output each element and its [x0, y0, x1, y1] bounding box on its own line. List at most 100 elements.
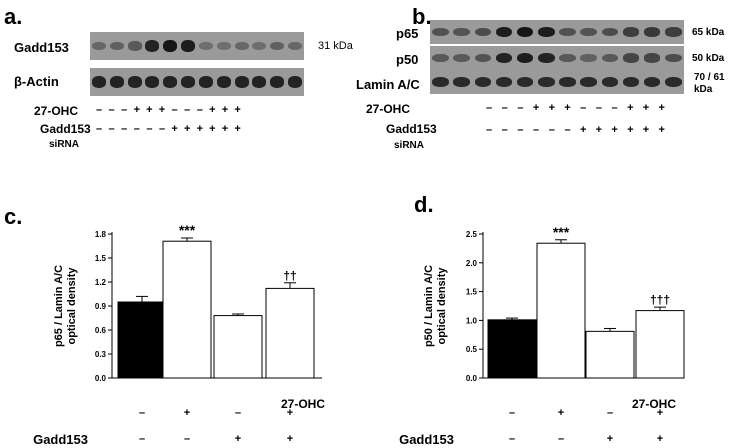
- condition-sign: +: [627, 102, 634, 114]
- condition-sign: +: [657, 433, 663, 445]
- significance-marker: †††: [650, 293, 670, 307]
- blot-band: [453, 76, 470, 87]
- condition-sign: +: [234, 123, 241, 135]
- blot-band: [559, 27, 576, 37]
- y-axis-label: p50 / Lamin A/C: [423, 265, 435, 347]
- condition-sign: +: [158, 104, 166, 116]
- blot-band: [181, 40, 196, 52]
- blot-b-row2-size: 50 kDa: [692, 53, 725, 64]
- condition-sign: –: [108, 123, 115, 135]
- y-tick-label: 0.6: [95, 326, 107, 335]
- blot-band: [91, 76, 106, 88]
- blot-band: [288, 76, 303, 88]
- blot-a-row2-label: β-Actin: [14, 74, 59, 89]
- blot-band: [181, 76, 196, 88]
- blot-band: [622, 76, 640, 87]
- y-tick-label: 1.2: [95, 278, 107, 287]
- condition-sign: +: [234, 104, 241, 116]
- y-tick-label: 1.5: [95, 254, 107, 263]
- condition-sign: +: [235, 433, 241, 445]
- blot-band: [643, 53, 661, 63]
- condition-sign: +: [221, 123, 229, 135]
- condition-sign: –: [184, 433, 190, 445]
- condition-sign: –: [558, 433, 564, 445]
- y-tick-label: 1.0: [466, 316, 478, 325]
- condition-sign: –: [158, 123, 166, 135]
- condition-sign: +: [579, 124, 587, 136]
- blot-b-row3-label: Lamin A/C: [356, 77, 420, 92]
- condition-sign: +: [209, 123, 216, 135]
- chart-panel-d: p50 / Lamin A/C optical density 0.0 0.5 1.0 1…: [399, 224, 685, 447]
- chart-panel-c: p65 / Lamin A/C optical density 0.0 0.3 0.6 0…: [33, 222, 325, 447]
- y-tick-label: 0.3: [95, 350, 107, 359]
- y-axis-label: optical density: [66, 267, 78, 345]
- condition-sign: +: [607, 433, 613, 445]
- condition-sign: –: [564, 124, 571, 136]
- condition-sign: +: [532, 102, 540, 114]
- blot-band: [495, 52, 513, 64]
- condition-sign: +: [221, 104, 229, 116]
- condition-sign: –: [517, 102, 524, 114]
- condition-sign: –: [533, 124, 540, 136]
- bar-2: [162, 240, 212, 379]
- condition-sign: +: [133, 104, 141, 116]
- chart-27ohc-label: 27-OHC: [632, 397, 676, 411]
- blot-band: [538, 52, 555, 64]
- blot-band: [216, 41, 231, 51]
- blot-band: [580, 53, 597, 62]
- y-tick-label: 0.5: [466, 345, 478, 354]
- condition-sign: +: [658, 102, 665, 114]
- condition-sign: –: [95, 123, 103, 135]
- blot-band: [432, 53, 449, 63]
- blot-b-row2-label: p50: [396, 52, 419, 67]
- blot-band: [163, 40, 178, 52]
- blot-band: [252, 41, 267, 51]
- blot-a-row1-size: 31 kDa: [318, 40, 353, 52]
- blot-band: [453, 27, 470, 37]
- bar-1: [117, 301, 167, 379]
- blot-band: [432, 27, 449, 37]
- blot-band: [580, 27, 597, 37]
- y-tick-label: 0.0: [95, 374, 107, 383]
- bar-1: [487, 319, 537, 379]
- condition-sign: –: [595, 102, 602, 114]
- panel-a-letter: a.: [4, 4, 23, 29]
- condition-sign: +: [564, 102, 571, 114]
- condition-sign: –: [509, 433, 515, 445]
- condition-sign: –: [548, 124, 555, 136]
- condition-sign: +: [171, 123, 178, 135]
- blot-band: [601, 76, 619, 87]
- y-tick-label: 2.5: [466, 230, 478, 239]
- blot-band: [665, 76, 682, 87]
- significance-marker: ***: [553, 224, 570, 240]
- condition-sign: –: [184, 104, 191, 116]
- blot-band: [163, 76, 178, 88]
- condition-sign: –: [95, 104, 103, 116]
- condition-sign: +: [548, 102, 556, 114]
- significance-marker: ††: [283, 269, 296, 283]
- blot-band: [198, 41, 213, 51]
- condition-sign: +: [196, 123, 204, 135]
- condition-sign: –: [485, 102, 493, 114]
- blot-band: [474, 53, 492, 63]
- y-tick-label: 0.9: [95, 302, 107, 311]
- condition-sign: –: [121, 123, 128, 135]
- condition-sign: +: [611, 124, 618, 136]
- blot-band: [216, 76, 231, 88]
- panel-b-sirna-label: siRNA: [394, 140, 425, 151]
- blot-band: [559, 53, 576, 63]
- condition-sign: –: [139, 433, 145, 445]
- significance-marker: ***: [179, 222, 196, 238]
- panel-c-letter: c.: [4, 204, 23, 229]
- condition-sign: +: [146, 104, 153, 116]
- y-tick-label: 1.5: [466, 288, 478, 297]
- condition-sign: –: [485, 124, 493, 136]
- panel-b-gadd153-label: Gadd153: [386, 122, 437, 136]
- condition-sign: –: [133, 123, 140, 135]
- panel-a-27ohc-label: 27-OHC: [34, 104, 79, 118]
- chart-gadd153-label: Gadd153: [399, 432, 454, 447]
- blot-band: [474, 27, 492, 37]
- condition-sign: –: [196, 104, 203, 116]
- blot-band: [538, 26, 555, 38]
- panel-b-27ohc-label: 27-OHC: [366, 102, 411, 116]
